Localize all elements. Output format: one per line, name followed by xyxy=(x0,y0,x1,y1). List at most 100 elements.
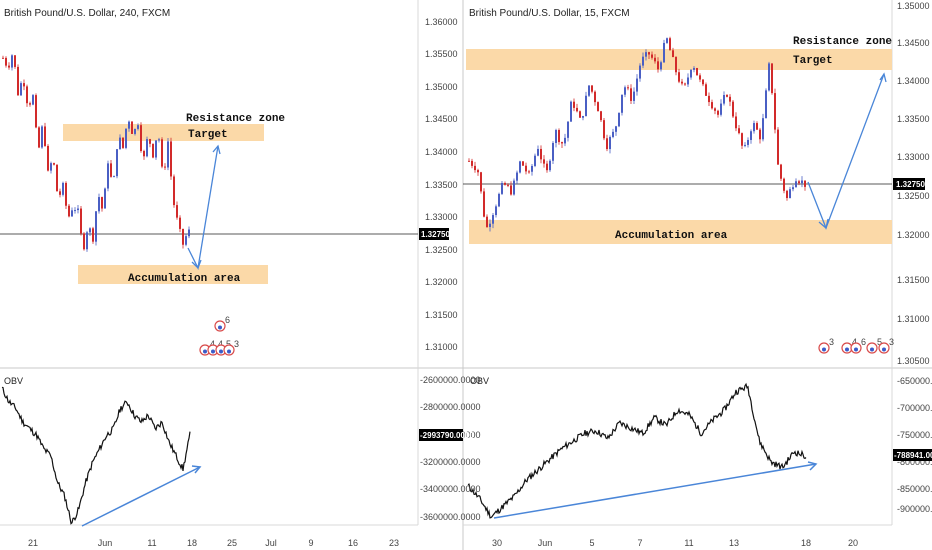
event-badge-count: 5 xyxy=(226,339,231,349)
left-candle xyxy=(140,125,142,152)
left-date-tick: 16 xyxy=(348,538,358,548)
right-candle xyxy=(543,159,545,164)
right-projection-arrow[interactable] xyxy=(807,73,885,230)
right-candle xyxy=(639,65,641,79)
left-target-label: Target xyxy=(188,129,228,141)
right-candle xyxy=(612,131,614,137)
right-candle xyxy=(660,62,662,70)
left-candle xyxy=(26,86,28,104)
left-candle xyxy=(107,163,109,189)
left-candle xyxy=(146,139,148,157)
left-price-tick: 1.35000 xyxy=(425,82,458,92)
right-candle xyxy=(693,68,695,70)
right-obv-trendline[interactable] xyxy=(493,463,817,519)
flag-icon xyxy=(870,347,874,352)
right-candle xyxy=(672,50,674,58)
left-candle xyxy=(152,143,154,158)
right-candle xyxy=(741,133,743,146)
left-date-tick: Jul xyxy=(265,538,277,548)
right-candle xyxy=(486,216,488,228)
left-obv-trendline[interactable] xyxy=(81,466,201,527)
right-date-tick: 18 xyxy=(801,538,811,548)
right-obv-tick: -650000.0000 xyxy=(897,376,932,386)
right-accumulation-label: Accumulation area xyxy=(615,230,728,242)
right-candle xyxy=(588,85,590,96)
right-candle xyxy=(495,206,497,216)
flag-icon xyxy=(227,349,231,354)
right-candle xyxy=(654,57,656,62)
right-candle xyxy=(648,52,650,55)
left-candle xyxy=(134,128,136,134)
right-candle xyxy=(720,103,722,115)
left-candle xyxy=(170,141,172,177)
right-candle xyxy=(708,95,710,103)
right-price-tick: 1.33500 xyxy=(897,114,930,124)
event-badge-count: 3 xyxy=(234,339,239,349)
left-candle xyxy=(149,139,151,144)
left-price-tick: 1.34000 xyxy=(425,147,458,157)
left-candle xyxy=(95,211,97,242)
right-candle xyxy=(615,126,617,132)
right-candle xyxy=(678,72,680,82)
right-candle xyxy=(489,223,491,228)
right-candle xyxy=(549,160,551,171)
left-candle xyxy=(11,55,13,68)
event-badge-count: 4 xyxy=(218,339,223,349)
right-obv-tick: -850000.0000 xyxy=(897,484,932,494)
left-price-tick: 1.34500 xyxy=(425,114,458,124)
right-candle xyxy=(591,85,593,92)
left-candle xyxy=(131,121,133,134)
right-candle xyxy=(744,144,746,146)
right-candle xyxy=(675,57,677,73)
right-candle xyxy=(567,121,569,138)
right-candle xyxy=(705,84,707,96)
right-candle xyxy=(564,137,566,144)
right-candle xyxy=(765,90,767,119)
left-obv-tick: -2600000.0000 xyxy=(420,375,481,385)
right-candle xyxy=(573,101,575,108)
right-candle xyxy=(582,115,584,118)
left-projection-arrow[interactable] xyxy=(187,145,219,271)
left-candle xyxy=(98,197,100,212)
right-candle xyxy=(579,111,581,118)
right-candle xyxy=(798,181,800,184)
right-candle xyxy=(717,110,719,115)
right-candle xyxy=(516,172,518,181)
right-date-tick: 20 xyxy=(848,538,858,548)
left-resistance-zone[interactable] xyxy=(63,124,264,141)
flag-icon xyxy=(822,347,826,352)
left-candle xyxy=(38,127,40,148)
right-resistance-zone[interactable] xyxy=(466,49,892,70)
right-candle xyxy=(702,79,704,85)
left-candle xyxy=(83,233,85,250)
left-candle xyxy=(8,65,10,68)
left-candle xyxy=(80,208,82,234)
left-candle xyxy=(182,228,184,245)
right-obv-tick: -900000.0000 xyxy=(897,504,932,514)
left-accumulation-zone[interactable] xyxy=(78,265,268,284)
left-candle xyxy=(176,205,178,218)
left-date-tick: 18 xyxy=(187,538,197,548)
left-candle xyxy=(143,151,145,157)
right-candle xyxy=(756,123,758,130)
right-candle xyxy=(525,165,527,172)
right-candle xyxy=(771,63,773,94)
left-candle xyxy=(29,103,31,105)
left-chart-title: British Pound/U.S. Dollar, 240, FXCM xyxy=(4,8,170,19)
event-badges[interactable]: 64 4 5 3 3 4 6 5 3 xyxy=(199,315,894,356)
flag-icon xyxy=(882,347,886,352)
right-candle xyxy=(531,165,533,172)
right-candle xyxy=(513,180,515,195)
event-badge-count: 4 xyxy=(210,339,215,349)
right-candle xyxy=(540,148,542,160)
left-candle xyxy=(71,210,73,217)
right-candle xyxy=(585,95,587,116)
right-price-tick: 1.34500 xyxy=(897,38,930,48)
event-badge-count: 5 xyxy=(877,337,882,347)
left-date-tick: 21 xyxy=(28,538,38,548)
left-accumulation-label: Accumulation area xyxy=(128,273,241,285)
left-candle xyxy=(77,208,79,211)
right-candle xyxy=(642,56,644,66)
event-badge-count: 3 xyxy=(829,337,834,347)
right-candle xyxy=(747,139,749,145)
